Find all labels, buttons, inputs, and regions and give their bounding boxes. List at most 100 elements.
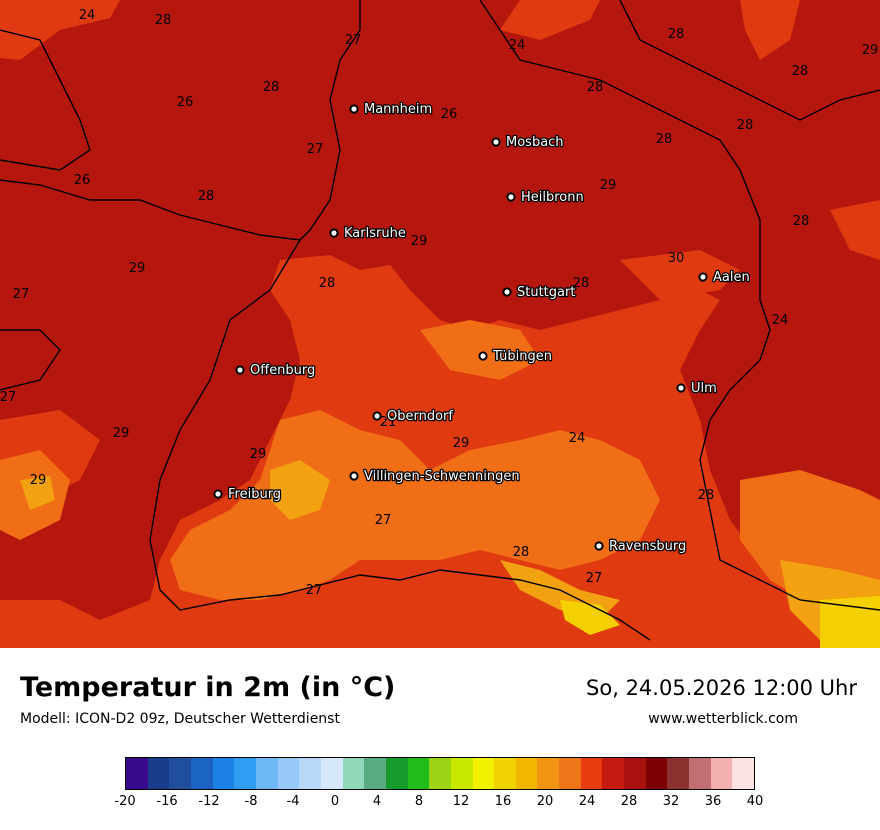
city-ravensburg: Ravensburg xyxy=(594,538,688,555)
isotherm-label: 29 xyxy=(129,261,146,276)
city-label: Mannheim xyxy=(364,102,432,117)
forecast-datetime: So, 24.05.2026 12:00 Uhr xyxy=(586,676,857,700)
isotherm-label: 28 xyxy=(263,80,280,95)
legend-swatch xyxy=(580,758,603,789)
city-dot xyxy=(349,471,359,481)
city-dot xyxy=(594,541,604,551)
map-title: Temperatur in 2m (in °C) xyxy=(20,672,396,703)
legend-swatch xyxy=(602,758,625,789)
city-dot xyxy=(491,137,501,147)
city-label: Karlsruhe xyxy=(344,226,406,241)
legend-swatch xyxy=(472,758,495,789)
legend-tick-label: 8 xyxy=(414,794,424,809)
isotherm-label: 27 xyxy=(586,571,603,586)
legend-tick-label: 20 xyxy=(536,794,554,809)
city-mannheim: Mannheim xyxy=(349,101,433,118)
website-link[interactable]: www.wetterblick.com xyxy=(648,711,798,727)
city-heilbronn: Heilbronn xyxy=(506,189,585,206)
legend-swatch xyxy=(732,758,755,789)
isotherm-label: 28 xyxy=(792,64,809,79)
city-dot xyxy=(506,192,516,202)
isotherm-label: 26 xyxy=(441,107,458,122)
isotherm-label: 29 xyxy=(113,426,130,441)
legend-tick-label: 4 xyxy=(372,794,382,809)
city-dot xyxy=(676,383,686,393)
isotherm-label: 28 xyxy=(793,214,810,229)
country-borders xyxy=(0,0,880,641)
legend-swatch xyxy=(364,758,386,789)
legend-swatch xyxy=(667,758,690,789)
isotherm-label: 27 xyxy=(375,513,392,528)
map-overlay: 24 28 27 24 28 29 28 28 26 26 28 28 28 27 29 26 28 28 29 29… xyxy=(0,8,878,598)
isotherm-label: 29 xyxy=(600,178,617,193)
legend-ticks: -20 -16 -12 -8 -4 0 4 8 12 16 20 24 28 32 36 40 xyxy=(0,794,880,814)
isotherm-label: 27 xyxy=(345,33,362,48)
city-dot xyxy=(478,351,488,361)
city-ulm: Ulm xyxy=(676,380,718,397)
city-freiburg: Freiburg xyxy=(213,486,282,503)
city-aalen: Aalen xyxy=(698,269,751,286)
isotherm-label: 24 xyxy=(772,313,789,328)
legend-tick-label: -8 xyxy=(244,794,258,809)
legend-swatch xyxy=(190,758,213,789)
isotherm-label: 29 xyxy=(30,473,47,488)
isotherm-label: 28 xyxy=(319,276,336,291)
city-dot xyxy=(502,287,512,297)
legend-swatch xyxy=(689,758,711,789)
isotherm-label: 28 xyxy=(587,80,604,95)
city-label: Ravensburg xyxy=(609,539,686,554)
isotherm-label: 27 xyxy=(307,142,324,157)
color-legend xyxy=(125,757,755,790)
city-dot xyxy=(213,489,223,499)
city-dot xyxy=(329,228,339,238)
isotherm-label: 30 xyxy=(668,251,685,266)
isotherm-label: 28 xyxy=(155,13,172,28)
isotherm-label: 28 xyxy=(668,27,685,42)
legend-swatch xyxy=(450,758,473,789)
city-label: Villingen-Schwenningen xyxy=(364,469,520,484)
isotherm-label: 28 xyxy=(198,189,215,204)
isotherm-label: 24 xyxy=(509,38,526,53)
legend-swatch xyxy=(537,758,560,789)
legend-tick-label: 16 xyxy=(494,794,512,809)
isotherm-label: 28 xyxy=(698,488,715,503)
legend-swatch xyxy=(234,758,256,789)
legend-swatch xyxy=(277,758,300,789)
legend-swatch xyxy=(212,758,235,789)
isotherm-label: 27 xyxy=(306,583,323,598)
legend-tick-label: 40 xyxy=(746,794,764,809)
isotherm-label: 29 xyxy=(862,43,879,58)
legend-swatch xyxy=(407,758,430,789)
city-label: Oberndorf xyxy=(387,409,453,424)
city-label: Stuttgart xyxy=(517,285,575,300)
legend-swatch xyxy=(559,758,581,789)
city-dot xyxy=(698,272,708,282)
city-t-bingen: Tübingen xyxy=(478,348,553,365)
legend-swatch xyxy=(255,758,278,789)
city-label: Ulm xyxy=(691,381,717,396)
isotherm-label: 27 xyxy=(0,390,16,405)
legend-tick-label: 32 xyxy=(662,794,680,809)
temperature-map: 24 28 27 24 28 29 28 28 26 26 28 28 28 27 29 26 28 28 29 29… xyxy=(0,0,880,648)
isotherm-label: 28 xyxy=(513,545,530,560)
isotherm-label: 28 xyxy=(656,132,673,147)
isotherm-label: 29 xyxy=(411,234,428,249)
city-label: Tübingen xyxy=(492,349,552,364)
city-dot xyxy=(235,365,245,375)
legend-swatch xyxy=(645,758,668,789)
city-mosbach: Mosbach xyxy=(491,134,565,151)
legend-swatch xyxy=(299,758,321,789)
isotherm-labels: 24 28 27 24 28 29 28 28 26 26 28 28 28 27 29 26 28 28 29 29… xyxy=(0,8,878,598)
legend-swatch xyxy=(126,758,148,789)
city-karlsruhe: Karlsruhe xyxy=(329,225,407,242)
city-label: Heilbronn xyxy=(521,190,584,205)
city-offenburg: Offenburg xyxy=(235,362,317,379)
model-source: Modell: ICON-D2 09z, Deutscher Wetterdie… xyxy=(20,711,340,727)
legend-swatch xyxy=(342,758,365,789)
city-label: Freiburg xyxy=(228,487,281,502)
footer: Temperatur in 2m (in °C) Modell: ICON-D2… xyxy=(0,648,880,830)
legend-swatch xyxy=(710,758,733,789)
city-dot xyxy=(349,104,359,114)
legend-swatch xyxy=(515,758,538,789)
legend-tick-label: 36 xyxy=(704,794,722,809)
